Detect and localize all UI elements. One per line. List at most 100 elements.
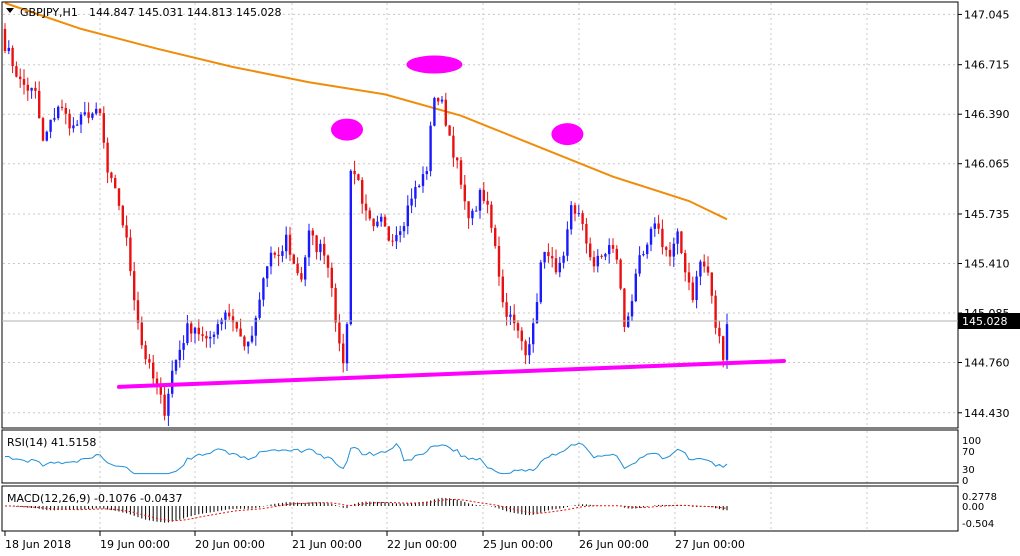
bullish-candle (250, 335, 254, 342)
grid-lines (3, 3, 957, 531)
bullish-candle (418, 185, 421, 188)
bearish-candle (661, 228, 664, 248)
bearish-candle (383, 216, 387, 227)
rsi-level-70: 70 (962, 447, 975, 458)
bearish-candle (589, 243, 592, 258)
bearish-candle (372, 218, 375, 227)
bearish-candle (684, 253, 687, 273)
bullish-candle (83, 112, 86, 115)
macd-level-bottom: -0.504 (962, 519, 994, 530)
bearish-candle (133, 271, 136, 301)
peak-marker (331, 118, 363, 141)
bearish-candle (288, 234, 292, 255)
bearish-candle (342, 343, 345, 364)
rsi-panel-line (4, 442, 728, 475)
bearish-candle (334, 288, 337, 323)
bullish-candle (528, 344, 531, 356)
bearish-candle (235, 322, 238, 329)
rsi-labels: RSI(14) 41.5158 100 70 30 0 (7, 436, 981, 487)
bullish-candle (281, 251, 284, 256)
bearish-candle (338, 322, 341, 344)
bullish-candle (57, 106, 60, 119)
bearish-candle (15, 66, 18, 77)
bearish-candle (330, 267, 333, 289)
bearish-candle (163, 394, 166, 416)
bearish-candle (364, 203, 368, 211)
bearish-candle (600, 255, 603, 257)
bullish-candle (543, 252, 546, 263)
bearish-candle (159, 386, 162, 395)
bullish-candle (440, 99, 444, 102)
price-tick-label: 144.760 (964, 356, 1010, 369)
bearish-candle (277, 254, 280, 256)
bearish-candle (551, 256, 554, 259)
rsi-polyline (4, 442, 728, 475)
bearish-candle (26, 84, 29, 91)
bullish-candle (646, 244, 649, 255)
bullish-candle (429, 125, 432, 172)
bullish-candle (634, 273, 637, 302)
bearish-candle (657, 223, 660, 229)
bullish-candle (539, 262, 542, 303)
bearish-candle (456, 157, 459, 161)
bearish-candle (98, 108, 102, 114)
time-tick-label: 22 Jun 00:00 (387, 538, 457, 551)
bearish-candle (129, 237, 132, 272)
bullish-candle (695, 276, 698, 301)
bearish-candle (136, 300, 140, 323)
bullish-candle (604, 254, 607, 257)
rsi-title: RSI(14) 41.5158 (7, 436, 96, 449)
bearish-candle (490, 204, 493, 228)
bullish-candle (266, 266, 269, 279)
bearish-candle (714, 295, 717, 328)
time-tick-label: 27 Jun 00:00 (675, 538, 745, 551)
support-trendline (117, 358, 786, 389)
bullish-candle (725, 324, 729, 360)
bearish-candle (323, 243, 326, 256)
bullish-candle (562, 255, 565, 263)
bearish-candle (106, 142, 109, 173)
rsi-level-30: 30 (962, 465, 975, 476)
bullish-candle (224, 312, 227, 320)
bearish-candle (482, 190, 485, 201)
macd-level-zero: 0.00 (962, 502, 984, 513)
bullish-candle (653, 223, 656, 229)
bearish-candle (68, 113, 71, 129)
bearish-candle (387, 226, 390, 241)
rsi-level-100: 100 (962, 436, 981, 447)
bullish-candle (399, 231, 402, 235)
moving-average-line (4, 2, 728, 221)
price-axis: 147.045 146.715 146.390 146.065 145.735 145.4… (958, 8, 1010, 420)
bullish-candle (672, 243, 675, 257)
bearish-candle (615, 248, 618, 260)
bullish-candle (410, 198, 413, 206)
chart-header: GBPJPY,H1 144.847 145.031 144.813 145.02… (6, 6, 281, 19)
bullish-candle (79, 114, 83, 125)
bearish-candle (368, 210, 371, 219)
bearish-candle (437, 98, 440, 102)
macd-signal-line (4, 498, 728, 522)
bearish-candle (231, 316, 235, 323)
bullish-candle (72, 125, 75, 129)
bearish-candle (361, 179, 364, 204)
price-tick-label: 145.410 (964, 257, 1010, 270)
bearish-candle (501, 276, 504, 303)
bullish-candle (433, 98, 436, 126)
bullish-candle (269, 252, 273, 267)
peak-marker (406, 55, 463, 74)
bearish-candle (102, 113, 105, 143)
bullish-candle (414, 187, 417, 199)
macd-level-top: 0.2778 (962, 492, 997, 503)
bearish-candle (152, 362, 155, 379)
bearish-candle (459, 160, 463, 185)
bullish-candle (535, 302, 539, 324)
price-tick-label: 146.390 (964, 108, 1010, 121)
bearish-candle (623, 288, 626, 327)
current-price-label: 145.028 (962, 315, 1008, 328)
time-tick-label: 26 Jun 00:00 (579, 538, 649, 551)
bullish-candle (182, 343, 185, 350)
bullish-candle (421, 174, 425, 186)
bullish-candle (349, 170, 352, 325)
bullish-candle (91, 113, 94, 118)
bearish-candle (22, 79, 26, 85)
